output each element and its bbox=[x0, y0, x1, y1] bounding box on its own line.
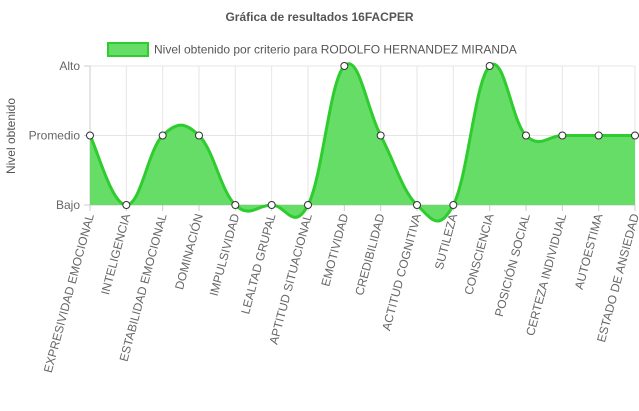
legend-swatch[interactable] bbox=[107, 42, 149, 57]
y-axis-title: Nivel obtenido bbox=[4, 98, 18, 174]
data-point[interactable] bbox=[594, 131, 603, 140]
data-point[interactable] bbox=[267, 201, 276, 209]
y-tick-label: Bajo bbox=[56, 198, 80, 212]
legend[interactable]: Nivel obtenido por criterio para RODOLFO… bbox=[107, 42, 517, 57]
legend-label[interactable]: Nivel obtenido por criterio para RODOLFO… bbox=[154, 43, 517, 57]
data-point[interactable] bbox=[413, 201, 421, 209]
series-area bbox=[90, 63, 635, 222]
data-points bbox=[86, 62, 639, 209]
x-tick-label: AUTOESTIMA bbox=[572, 212, 606, 291]
data-point[interactable] bbox=[158, 131, 167, 140]
x-tick-label: LEALTAD GRUPAL bbox=[238, 212, 278, 316]
x-tick-label: CERTEZA INDIVIDUAL bbox=[523, 212, 569, 337]
data-point[interactable] bbox=[122, 201, 131, 209]
data-series bbox=[88, 62, 635, 223]
x-tick-label: EMOTIVIDAD bbox=[318, 212, 351, 288]
data-point[interactable] bbox=[485, 62, 494, 70]
chart-title: Gráfica de resultados 16FACPER bbox=[225, 10, 413, 24]
x-tick-label: EXPRESIVIDAD EMOCIONAL bbox=[41, 212, 97, 374]
x-tick-label: DOMINACIÓN bbox=[171, 212, 206, 291]
data-point[interactable] bbox=[449, 201, 458, 209]
x-tick-label: IMPULSIVIDAD bbox=[207, 212, 243, 298]
y-axis-ticks: Bajo Promedio Alto bbox=[29, 59, 81, 212]
x-tick-label: CONSCIENCIA bbox=[461, 212, 496, 296]
x-tick-label: POSICIÓN SOCIAL bbox=[491, 212, 533, 319]
data-point[interactable] bbox=[522, 131, 530, 140]
y-tick-label: Promedio bbox=[29, 129, 81, 143]
x-axis-ticks: EXPRESIVIDAD EMOCIONAL INTELIGENCIAESTABI… bbox=[41, 212, 639, 375]
data-point[interactable] bbox=[231, 201, 240, 209]
data-point[interactable] bbox=[631, 131, 639, 140]
x-tick-label: INTELIGENCIA bbox=[98, 212, 133, 296]
x-tick-label: CREDIBILIDAD bbox=[352, 212, 387, 297]
y-tick-label: Alto bbox=[59, 59, 80, 73]
data-point[interactable] bbox=[304, 201, 312, 209]
data-point[interactable] bbox=[195, 131, 203, 140]
data-point[interactable] bbox=[558, 131, 567, 140]
data-point[interactable] bbox=[86, 131, 94, 140]
x-tick-label: ACTITUD COGNITIVA bbox=[379, 212, 424, 332]
data-point[interactable] bbox=[340, 62, 349, 70]
data-point[interactable] bbox=[376, 131, 385, 140]
